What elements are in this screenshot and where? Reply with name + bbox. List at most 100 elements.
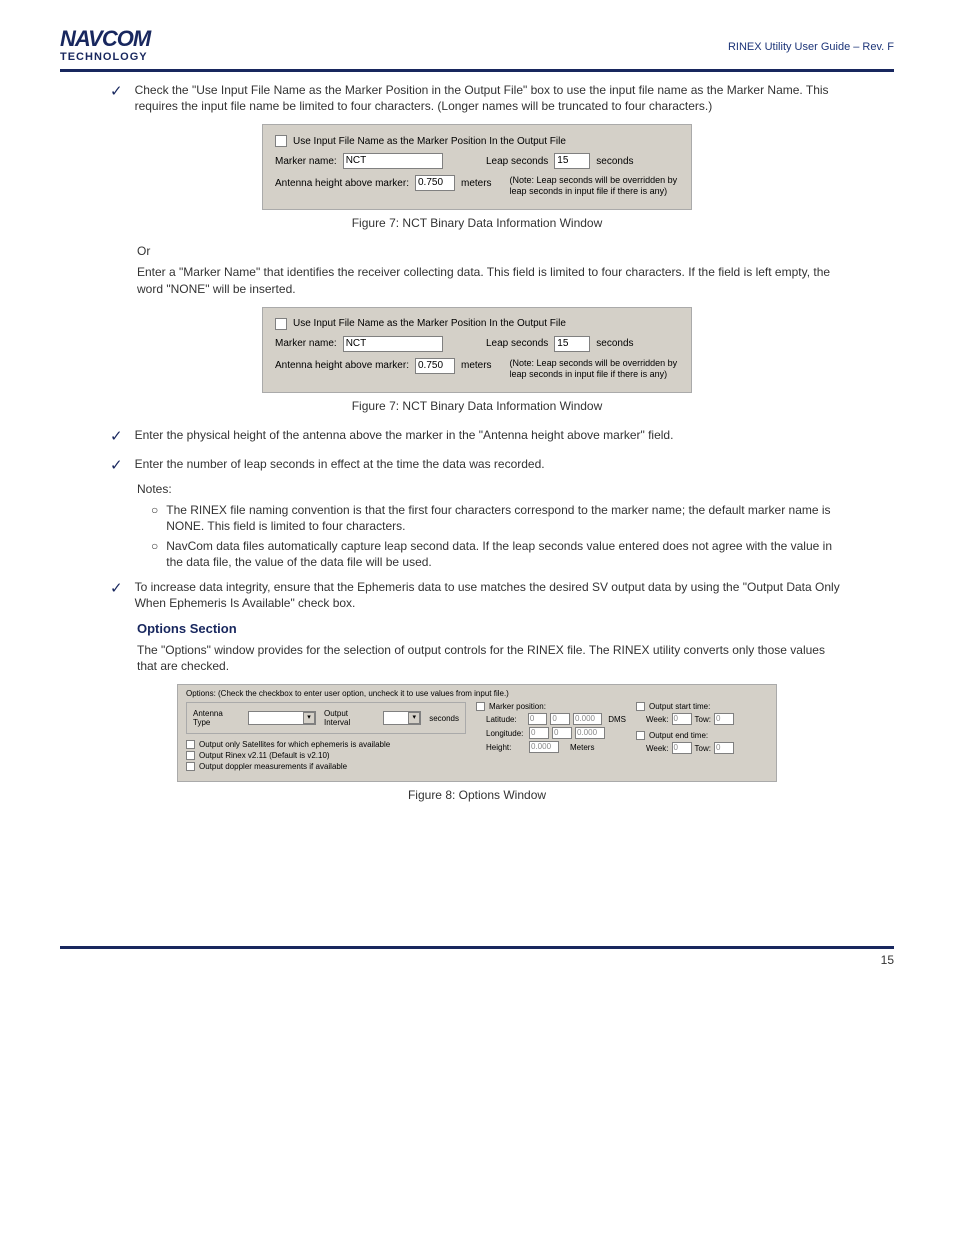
bullet-icon: ○ (151, 502, 158, 518)
lat-min-input[interactable]: 0 (550, 713, 570, 725)
marker-name-input[interactable]: NCT (343, 153, 443, 169)
antenna-height-unit: meters (461, 360, 492, 371)
marker-name-label: Marker name: (275, 156, 337, 167)
dms-label: DMS (608, 715, 626, 724)
leap-seconds-unit: seconds (596, 156, 633, 167)
check-icon: ✓ (110, 579, 123, 599)
note-item: ○ NavCom data files automatically captur… (151, 538, 844, 570)
end-tow-input[interactable]: 0 (714, 742, 734, 754)
output-start-checkbox[interactable] (636, 702, 645, 711)
antenna-height-input[interactable]: 0.750 (415, 358, 455, 374)
chevron-down-icon: ▾ (303, 712, 315, 724)
week-label: Week: (646, 715, 669, 724)
leap-seconds-label: Leap seconds (486, 338, 548, 349)
check-icon: ✓ (110, 82, 123, 102)
page-number: 15 (60, 953, 894, 967)
figure-caption: Figure 7: NCT Binary Data Information Wi… (110, 399, 844, 413)
item-text: Check the "Use Input File Name as the Ma… (135, 82, 844, 114)
lon-sec-input[interactable]: 0.000 (575, 727, 605, 739)
options-panel: Options: (Check the checkbox to enter us… (177, 684, 777, 782)
footer-rule (60, 946, 894, 949)
antenna-height-unit: meters (461, 178, 492, 189)
list-item: ✓ To increase data integrity, ensure tha… (110, 579, 844, 611)
output-end-label: Output end time: (649, 731, 708, 740)
end-week-input[interactable]: 0 (672, 742, 692, 754)
nct-info-panel: Use Input File Name as the Marker Positi… (262, 307, 692, 393)
start-tow-input[interactable]: 0 (714, 713, 734, 725)
option-chk-label: Output doppler measurements if available (199, 762, 347, 771)
marker-name-input[interactable]: NCT (343, 336, 443, 352)
item-continue-text: Enter a "Marker Name" that identifies th… (137, 264, 844, 296)
figure-caption: Figure 8: Options Window (110, 788, 844, 802)
or-text: Or (137, 244, 844, 258)
list-item: ✓ Enter the physical height of the anten… (110, 427, 844, 447)
leap-seconds-input[interactable]: 15 (554, 153, 590, 169)
note-item: ○ The RINEX file naming convention is th… (151, 502, 844, 534)
leap-seconds-input[interactable]: 15 (554, 336, 590, 352)
note-text: NavCom data files automatically capture … (166, 538, 844, 570)
use-filename-checkbox[interactable] (275, 318, 287, 330)
chevron-down-icon: ▾ (408, 712, 420, 724)
marker-position-checkbox[interactable] (476, 702, 485, 711)
option-chk-label: Output only Satellites for which ephemer… (199, 740, 390, 749)
use-filename-label: Use Input File Name as the Marker Positi… (293, 318, 566, 329)
options-section-para: The "Options" window provides for the se… (137, 642, 844, 674)
antenna-height-label: Antenna height above marker: (275, 178, 409, 189)
list-item: ✓ Check the "Use Input File Name as the … (110, 82, 844, 114)
marker-position-label: Marker position: (489, 702, 546, 711)
logo: NAVCOM TECHNOLOGY (60, 30, 150, 63)
logo-sub: TECHNOLOGY (60, 51, 150, 63)
marker-name-label: Marker name: (275, 338, 337, 349)
note-text: The RINEX file naming convention is that… (166, 502, 844, 534)
figure-caption: Figure 7: NCT Binary Data Information Wi… (110, 216, 844, 230)
antenna-output-box: Antenna Type ▾ Output Interval ▾ seconds (186, 702, 466, 734)
list-item: ✓ Enter the number of leap seconds in ef… (110, 456, 844, 476)
height-input[interactable]: 0.000 (529, 741, 559, 753)
notes-block: Notes: ○ The RINEX file naming conventio… (137, 480, 844, 571)
antenna-type-select[interactable]: ▾ (248, 711, 316, 725)
output-rinex211-checkbox[interactable] (186, 751, 195, 760)
nct-info-panel: Use Input File Name as the Marker Positi… (262, 124, 692, 210)
lat-sec-input[interactable]: 0.000 (573, 713, 602, 725)
item-text: Enter the number of leap seconds in effe… (135, 456, 545, 472)
logo-main: NAVCOM (60, 26, 150, 51)
check-icon: ✓ (110, 427, 123, 447)
leap-seconds-label: Leap seconds (486, 156, 548, 167)
leap-override-note: (Note: Leap seconds will be overridden b… (510, 175, 678, 196)
week-label: Week: (646, 744, 669, 753)
options-legend: Options: (Check the checkbox to enter us… (186, 689, 768, 698)
tow-label: Tow: (695, 744, 711, 753)
lon-min-input[interactable]: 0 (552, 727, 572, 739)
output-interval-select[interactable]: ▾ (383, 711, 422, 725)
height-label: Height: (486, 743, 526, 752)
header-right-text: RINEX Utility User Guide – Rev. F (728, 41, 894, 53)
lon-deg-input[interactable]: 0 (529, 727, 549, 739)
leap-override-note: (Note: Leap seconds will be overridden b… (510, 358, 678, 379)
item-text: Enter the physical height of the antenna… (135, 427, 674, 443)
output-interval-label: Output Interval (324, 709, 375, 727)
option-chk-label: Output Rinex v2.11 (Default is v2.10) (199, 751, 330, 760)
output-end-checkbox[interactable] (636, 731, 645, 740)
start-week-input[interactable]: 0 (672, 713, 692, 725)
output-start-label: Output start time: (649, 702, 710, 711)
meters-label: Meters (570, 743, 594, 752)
tow-label: Tow: (695, 715, 711, 724)
header-rule (60, 69, 894, 72)
output-ephemeris-checkbox[interactable] (186, 740, 195, 749)
latitude-label: Latitude: (486, 715, 525, 724)
antenna-height-label: Antenna height above marker: (275, 360, 409, 371)
use-filename-checkbox[interactable] (275, 135, 287, 147)
longitude-label: Longitude: (486, 729, 526, 738)
page-header: NAVCOM TECHNOLOGY RINEX Utility User Gui… (60, 30, 894, 63)
check-icon: ✓ (110, 456, 123, 476)
use-filename-label: Use Input File Name as the Marker Positi… (293, 136, 566, 147)
lat-deg-input[interactable]: 0 (528, 713, 548, 725)
output-interval-unit: seconds (429, 714, 459, 723)
options-section-heading: Options Section (137, 621, 844, 636)
notes-label: Notes: (137, 482, 172, 496)
leap-seconds-unit: seconds (596, 338, 633, 349)
item-text: To increase data integrity, ensure that … (135, 579, 844, 611)
antenna-height-input[interactable]: 0.750 (415, 175, 455, 191)
output-doppler-checkbox[interactable] (186, 762, 195, 771)
antenna-type-label: Antenna Type (193, 709, 240, 727)
